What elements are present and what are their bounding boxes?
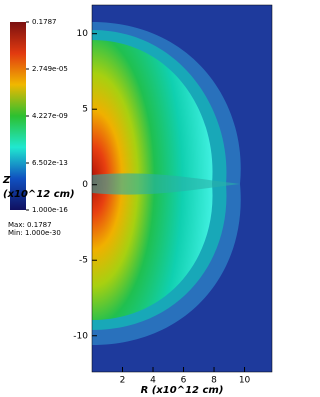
plot-frame xyxy=(91,4,273,373)
x-tick-label: 4 xyxy=(150,376,156,386)
x-tick-label: 6 xyxy=(181,376,187,386)
field-image xyxy=(92,5,272,372)
chart: 0.1787 2.749e-05 4.227e-09 6.502e-13 1.000e-… xyxy=(2,4,273,396)
y-tick-label: 0 xyxy=(82,180,88,190)
y-tick-label: 5 xyxy=(82,105,88,115)
x-tick-label: 10 xyxy=(239,376,251,386)
x-tick-label: 2 xyxy=(120,376,126,386)
x-tick-label: 8 xyxy=(211,376,217,386)
colorbar-bar xyxy=(10,22,26,210)
y-tick-label: -5 xyxy=(79,256,88,266)
colorbar-tick-label: 4.227e-09 xyxy=(32,112,68,120)
colorbar-tick-label: 6.502e-13 xyxy=(32,159,68,167)
colorbar-tick-label: 2.749e-05 xyxy=(32,65,68,73)
y-axis-label: (x10^12 cm) xyxy=(3,189,75,200)
colorbar-tick-label: 0.1787 xyxy=(32,18,57,26)
min-label: Min: 1.000e-30 xyxy=(8,229,61,237)
x-axis-label: R (x10^12 cm) xyxy=(141,385,224,396)
y-axis-label: Z xyxy=(2,175,11,186)
max-label: Max: 0.1787 xyxy=(8,221,52,229)
colorbar-tick-label: 1.000e-16 xyxy=(32,206,68,214)
y-tick-label: -10 xyxy=(73,331,88,341)
y-tick-label: 10 xyxy=(77,29,89,39)
colorbar: 0.1787 2.749e-05 4.227e-09 6.502e-13 1.000e-… xyxy=(10,18,68,214)
